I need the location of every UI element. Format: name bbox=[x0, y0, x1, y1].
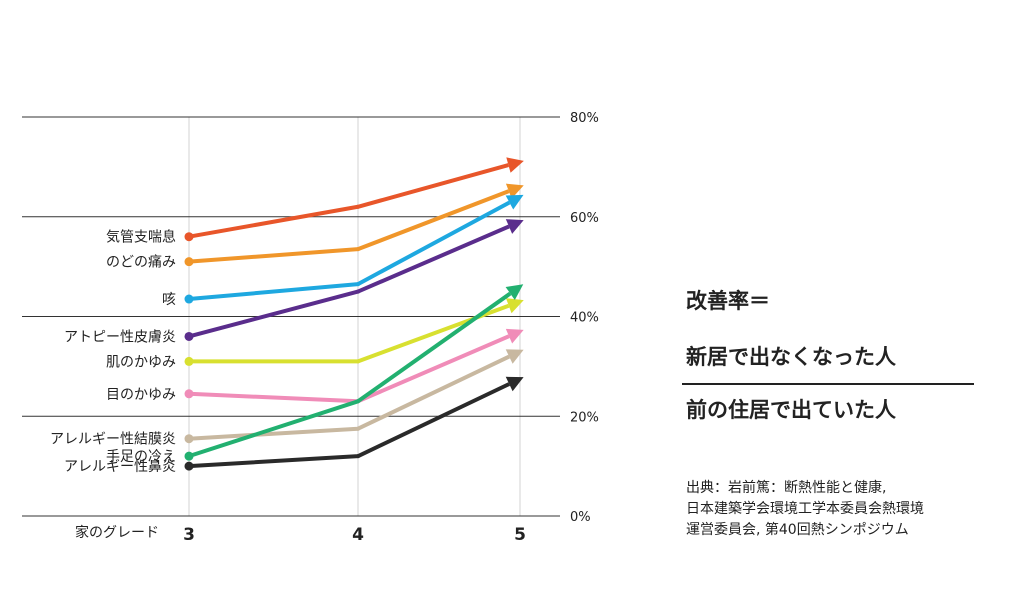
x-axis-label: 家のグレード bbox=[75, 524, 159, 541]
formula-numerator: 新居で出なくなった人 bbox=[686, 345, 896, 369]
series-arrowhead bbox=[505, 349, 524, 364]
series-path bbox=[188, 163, 509, 239]
series-start-point bbox=[184, 389, 194, 399]
y-axis-ticks: 0% 20% 40% 60% 80% bbox=[570, 111, 599, 525]
series-label: アレルギー性結膜炎 bbox=[50, 432, 176, 448]
series-point bbox=[356, 204, 360, 209]
series-path bbox=[189, 303, 510, 364]
x-tick-label: 3 bbox=[183, 525, 195, 545]
source-citation: 出典：岩前篤：断熱性能と健康, 日本建築学会環境工学本委員会熱環境 運営委員会,… bbox=[686, 478, 924, 541]
series-line bbox=[184, 219, 524, 341]
series-path bbox=[188, 334, 510, 404]
series-start-point bbox=[184, 294, 194, 304]
fraction-bar bbox=[682, 383, 974, 385]
y-tick-label: 40% bbox=[570, 311, 599, 326]
source-line-3: 運営委員会, 第40回熱シンポジウム bbox=[686, 522, 909, 538]
series-path bbox=[188, 224, 510, 339]
series-lines bbox=[184, 157, 524, 471]
series-line bbox=[184, 284, 524, 461]
series-label: アレルギー性鼻炎 bbox=[64, 458, 176, 475]
series-point bbox=[356, 289, 360, 294]
y-tick-label: 0% bbox=[570, 510, 591, 525]
series-arrowhead bbox=[505, 183, 524, 199]
x-axis-ticks: 3 4 5 bbox=[183, 525, 526, 545]
series-line bbox=[184, 298, 524, 366]
series-arrowhead bbox=[505, 194, 524, 210]
series-point bbox=[356, 247, 360, 252]
y-tick-label: 60% bbox=[570, 211, 599, 226]
series-point bbox=[356, 282, 360, 287]
x-tick-label: 5 bbox=[514, 525, 526, 545]
series-point bbox=[356, 399, 360, 404]
series-start-point bbox=[184, 257, 194, 267]
grid-lines bbox=[22, 116, 560, 517]
series-label: アトピー性皮膚炎 bbox=[64, 329, 176, 345]
source-line-2: 日本建築学会環境工学本委員会熱環境 bbox=[686, 501, 924, 517]
series-point bbox=[356, 454, 360, 459]
formula-label: 改善率＝ bbox=[686, 289, 770, 313]
series-arrowhead bbox=[505, 376, 524, 392]
series-start-point bbox=[184, 232, 194, 242]
series-label: 目のかゆみ bbox=[106, 387, 176, 403]
series-start-point bbox=[184, 461, 194, 471]
formula-denominator: 前の住居で出ていた人 bbox=[686, 398, 896, 422]
series-label: 気管支喘息 bbox=[106, 229, 176, 246]
improvement-rate-formula: 改善率＝ 新居で出なくなった人 前の住居で出ていた人 bbox=[682, 286, 986, 425]
series-start-point bbox=[184, 331, 194, 341]
series-arrowhead bbox=[505, 284, 524, 301]
y-tick-label: 20% bbox=[570, 410, 599, 425]
series-point bbox=[356, 359, 360, 364]
series-line bbox=[184, 183, 524, 267]
series-path bbox=[188, 291, 512, 459]
x-tick-label: 4 bbox=[352, 525, 364, 545]
y-tick-label: 80% bbox=[570, 111, 599, 126]
source-line-1: 出典：岩前篤：断熱性能と健康, bbox=[686, 480, 887, 496]
series-label: 咳 bbox=[162, 292, 176, 308]
series-line bbox=[184, 194, 524, 304]
series-start-point bbox=[184, 434, 194, 444]
series-start-point bbox=[184, 356, 194, 366]
series-arrowhead bbox=[505, 298, 524, 314]
series-arrowhead bbox=[506, 157, 524, 173]
series-line bbox=[184, 376, 524, 471]
series-labels: 気管支喘息のどの痛み咳アトピー性皮膚炎肌のかゆみ目のかゆみアレルギー性結膜炎手足… bbox=[50, 229, 176, 475]
series-arrowhead bbox=[505, 219, 524, 234]
series-label: のどの痛み bbox=[106, 254, 176, 271]
series-line bbox=[184, 157, 524, 242]
series-label: 手足の冷え bbox=[106, 449, 176, 465]
series-point bbox=[356, 426, 360, 431]
series-start-point bbox=[184, 451, 194, 461]
series-arrowhead bbox=[505, 328, 524, 344]
series-line bbox=[184, 328, 524, 404]
series-label: 肌のかゆみ bbox=[106, 354, 176, 370]
series-line bbox=[184, 349, 524, 444]
